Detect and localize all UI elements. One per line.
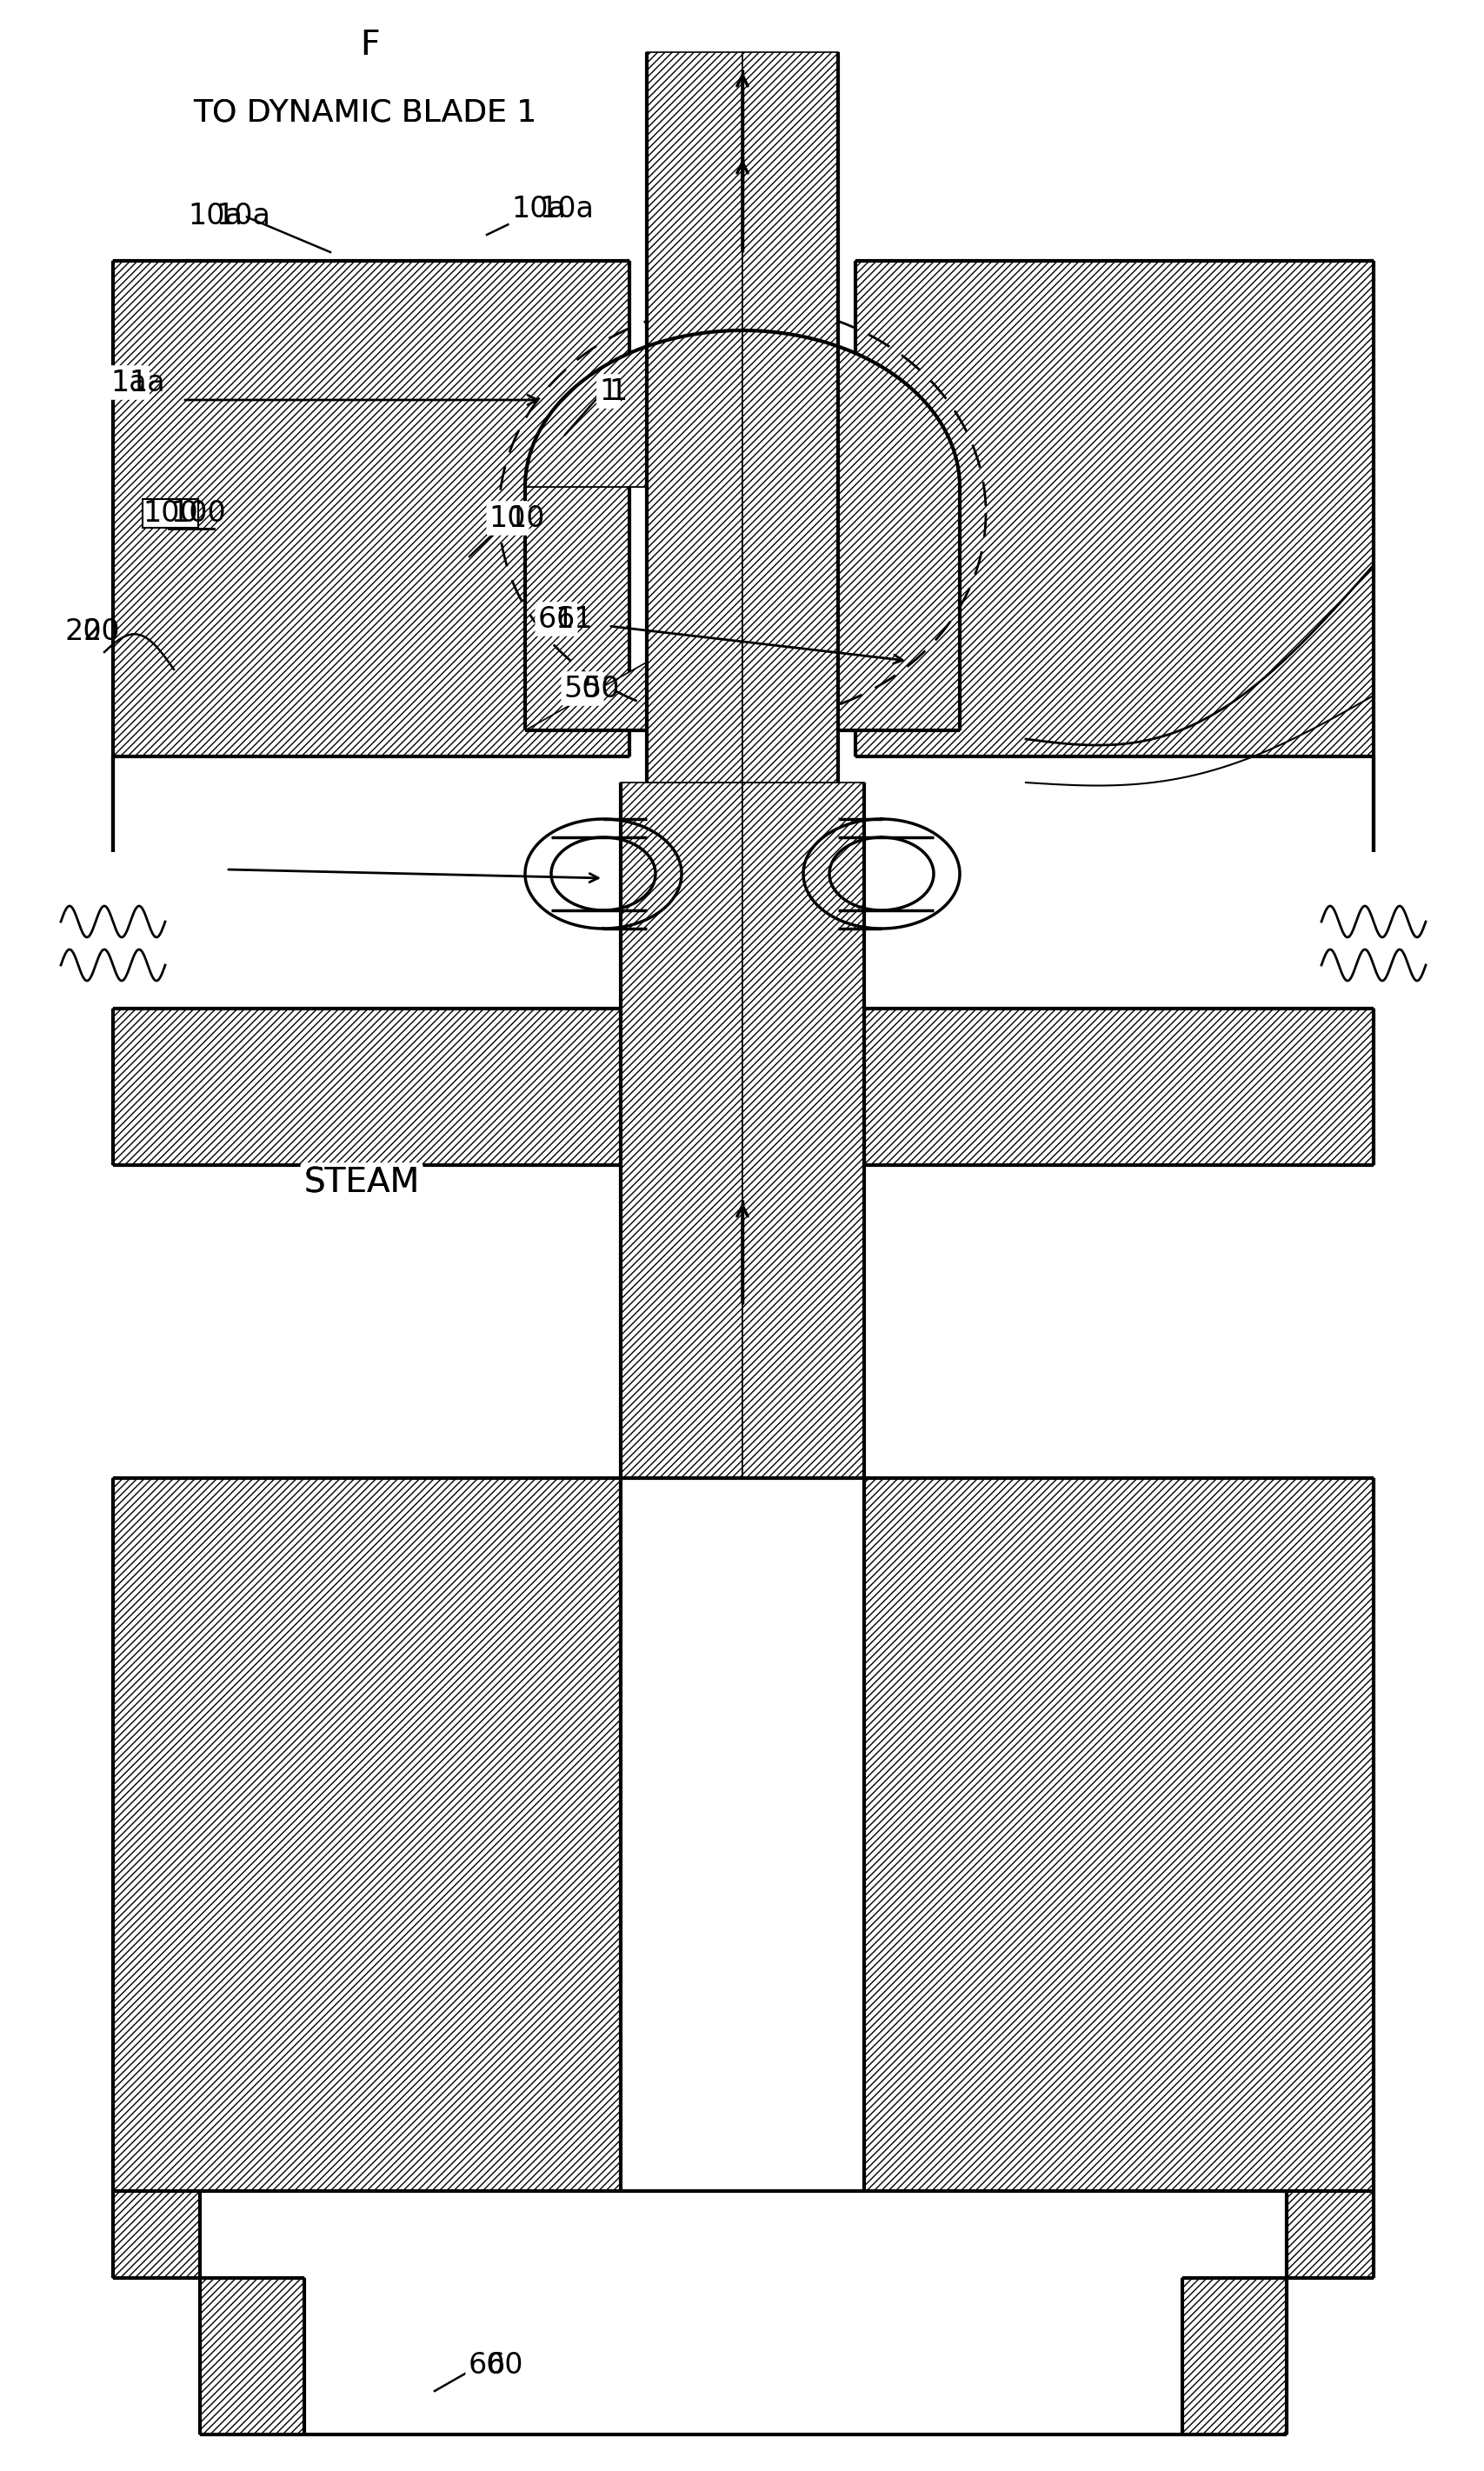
Text: 61: 61 <box>537 605 574 633</box>
Polygon shape <box>525 331 959 731</box>
Polygon shape <box>113 1008 620 1164</box>
Polygon shape <box>742 783 864 1478</box>
Text: 10: 10 <box>488 504 525 534</box>
Text: F: F <box>359 30 378 62</box>
Polygon shape <box>525 331 959 731</box>
Text: 50: 50 <box>582 675 619 702</box>
Text: 20: 20 <box>65 618 102 645</box>
Text: 100: 100 <box>142 499 197 526</box>
Text: 60: 60 <box>487 2350 524 2380</box>
Text: 10a: 10a <box>188 200 243 230</box>
Text: 60: 60 <box>467 2350 505 2380</box>
Text: 1a: 1a <box>129 368 165 398</box>
Polygon shape <box>647 52 742 783</box>
Polygon shape <box>1287 2192 1373 2278</box>
Text: STEAM: STEAM <box>304 1166 420 1198</box>
Text: 20: 20 <box>83 618 120 645</box>
Polygon shape <box>113 262 629 852</box>
Polygon shape <box>864 1478 1373 2192</box>
Text: STEAM: STEAM <box>304 1166 420 1198</box>
Polygon shape <box>200 2278 304 2434</box>
Text: 1: 1 <box>600 378 617 405</box>
Text: TO DYNAMIC BLADE 1: TO DYNAMIC BLADE 1 <box>193 99 537 128</box>
Text: 61: 61 <box>537 605 574 633</box>
Text: 10a: 10a <box>512 195 565 222</box>
Text: 10a: 10a <box>188 200 243 230</box>
Text: 1: 1 <box>600 378 617 405</box>
Text: 10a: 10a <box>539 195 594 222</box>
Text: F: F <box>359 30 378 62</box>
Text: 10: 10 <box>508 504 545 534</box>
Text: TO DYNAMIC BLADE 1: TO DYNAMIC BLADE 1 <box>193 99 537 128</box>
Text: 60: 60 <box>467 2350 505 2380</box>
Polygon shape <box>855 262 1373 852</box>
Text: TO DYNAMIC BLADE 1: TO DYNAMIC BLADE 1 <box>193 99 537 128</box>
Polygon shape <box>864 1008 1373 1164</box>
Text: 10a: 10a <box>215 200 270 230</box>
Text: 61: 61 <box>556 605 594 633</box>
Text: 100: 100 <box>171 499 226 526</box>
Text: 50: 50 <box>564 675 601 702</box>
Polygon shape <box>1181 2278 1287 2434</box>
Polygon shape <box>742 52 837 783</box>
Text: STEAM: STEAM <box>304 1166 420 1198</box>
Text: 10a: 10a <box>512 195 565 222</box>
Text: 1a: 1a <box>110 368 147 398</box>
Text: 1: 1 <box>608 378 626 405</box>
Text: 10: 10 <box>488 504 525 534</box>
Polygon shape <box>113 2192 200 2278</box>
Text: F: F <box>359 30 378 62</box>
Text: 1a: 1a <box>110 368 147 398</box>
Polygon shape <box>113 1478 620 2192</box>
Text: 20: 20 <box>65 618 102 645</box>
Polygon shape <box>620 783 742 1478</box>
Text: 50: 50 <box>564 675 601 702</box>
